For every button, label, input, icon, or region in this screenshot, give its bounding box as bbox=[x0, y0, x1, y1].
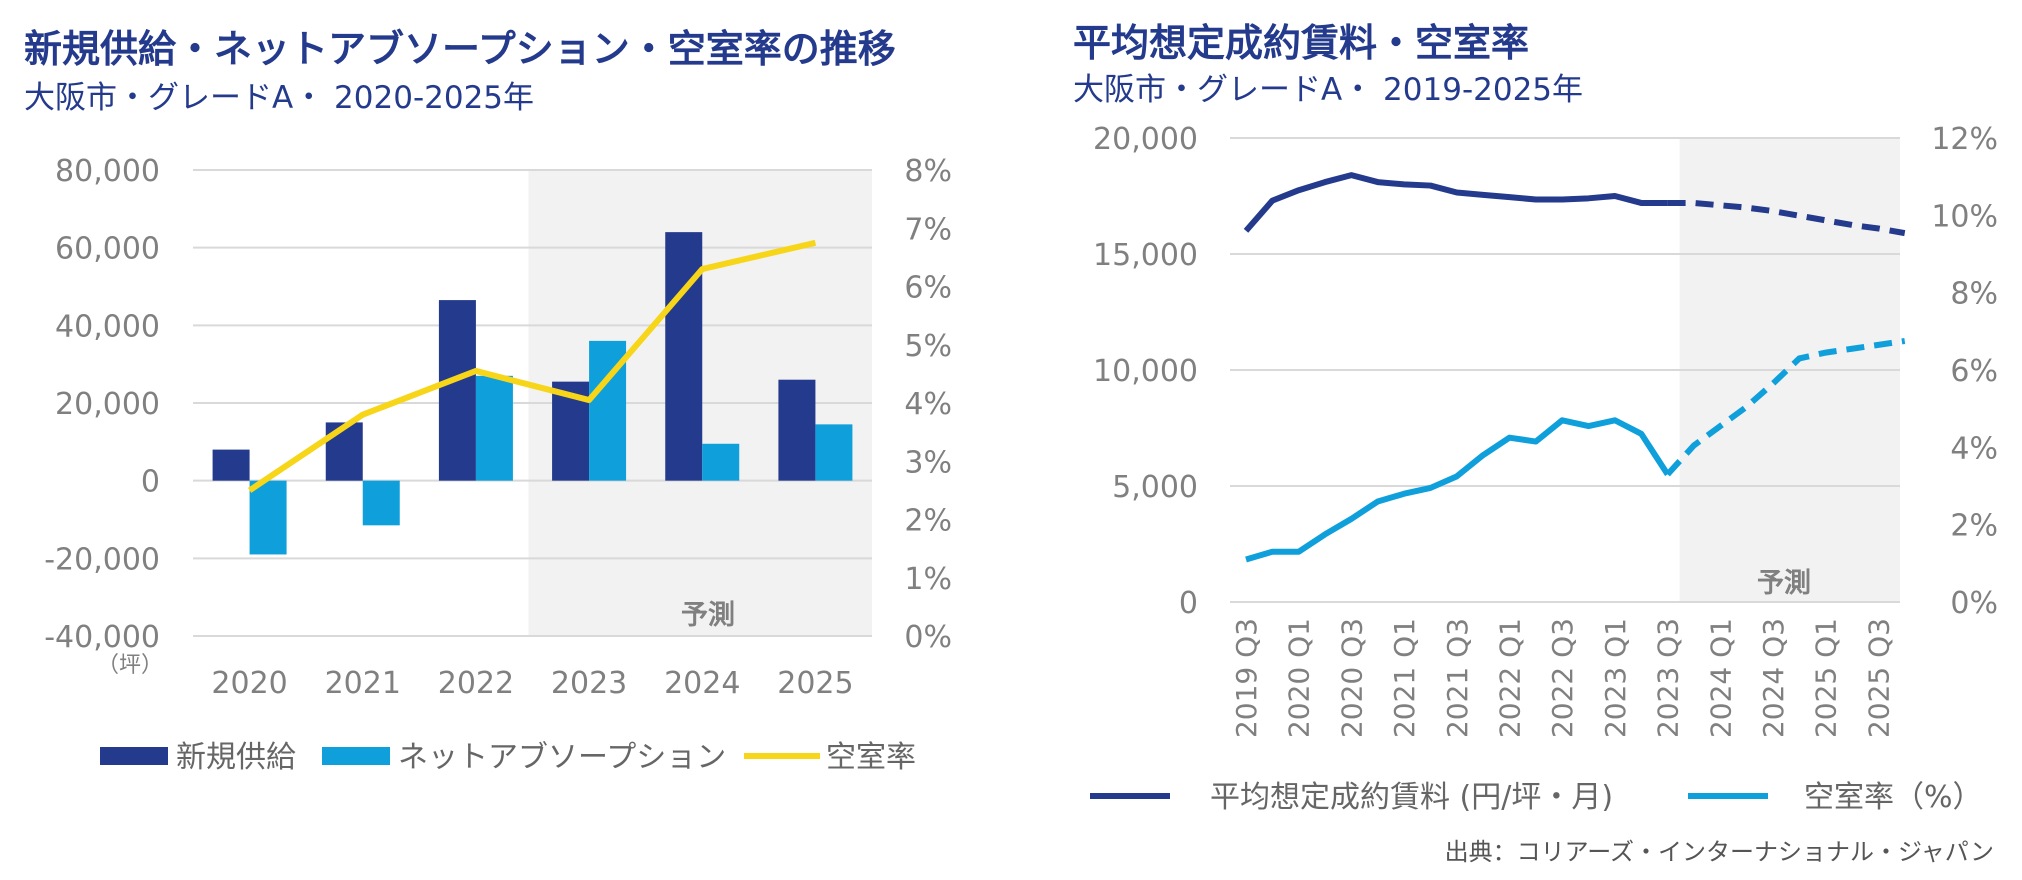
chart2-subtitle: 大阪市・グレードA・ 2019-2025年 bbox=[1073, 72, 1584, 108]
y2-tick-label: 4% bbox=[904, 387, 952, 422]
absorption-bar bbox=[249, 480, 287, 555]
y-tick-label: 80,000 bbox=[55, 154, 160, 189]
y2-tick-label: 2% bbox=[904, 504, 952, 539]
chart2-title: 平均想定成約賃料・空室率 bbox=[1073, 21, 1530, 65]
y2-tick-label: 5% bbox=[904, 329, 952, 364]
supply-bar bbox=[438, 300, 476, 481]
legend-vacancy-swatch bbox=[744, 753, 820, 759]
x-tick-label: 2024 bbox=[664, 666, 740, 701]
legend-supply-label: 新規供給 bbox=[176, 740, 296, 775]
supply-bar bbox=[778, 379, 816, 481]
source-note: 出典：コリアーズ・インターナショナル・ジャパン bbox=[1444, 838, 1994, 866]
x-tick-label: 2021 bbox=[325, 666, 401, 701]
chart1-subtitle: 大阪市・グレードA・ 2020-2025年 bbox=[24, 80, 535, 116]
legend-supply-swatch bbox=[100, 747, 168, 765]
y-tick-label: -20,000 bbox=[44, 542, 160, 577]
y2-tick-label: 0% bbox=[904, 620, 952, 655]
y2-tick-label: 1% bbox=[904, 562, 952, 597]
y-tick-label: 60,000 bbox=[55, 232, 160, 267]
chart1-title: 新規供給・ネットアブソープション・空室率の推移 bbox=[24, 27, 896, 71]
y2-tick-label: 7% bbox=[904, 212, 952, 247]
y-unit-label: （坪） bbox=[97, 653, 163, 678]
y2-tick-label: 6% bbox=[904, 271, 952, 306]
y2-tick-label: 3% bbox=[904, 445, 952, 480]
legend-absorption-label: ネットアブソープション bbox=[398, 740, 726, 775]
x-tick-label: 2025 bbox=[777, 666, 853, 701]
absorption-bar bbox=[815, 424, 853, 481]
y-tick-label: 0 bbox=[141, 465, 160, 500]
x-tick-label: 2020 bbox=[211, 666, 287, 701]
vacancy-line bbox=[247, 239, 817, 493]
supply-bar bbox=[665, 232, 703, 481]
supply-bar bbox=[325, 422, 363, 481]
legend-vacancy-label: 空室率 bbox=[826, 740, 916, 775]
absorption-bar bbox=[702, 443, 740, 481]
absorption-bar bbox=[362, 480, 400, 526]
y-tick-label: 20,000 bbox=[55, 387, 160, 422]
y-tick-label: 40,000 bbox=[55, 309, 160, 344]
y2-tick-label: 8% bbox=[904, 154, 952, 189]
supply-bar bbox=[212, 449, 250, 481]
x-tick-label: 2022 bbox=[438, 666, 514, 701]
x-tick-label: 2023 bbox=[551, 666, 627, 701]
legend-absorption-swatch bbox=[322, 747, 390, 765]
forecast-label: 予測 bbox=[681, 600, 735, 631]
y-tick-label: -40,000 bbox=[44, 620, 160, 655]
absorption-bar bbox=[475, 375, 513, 481]
